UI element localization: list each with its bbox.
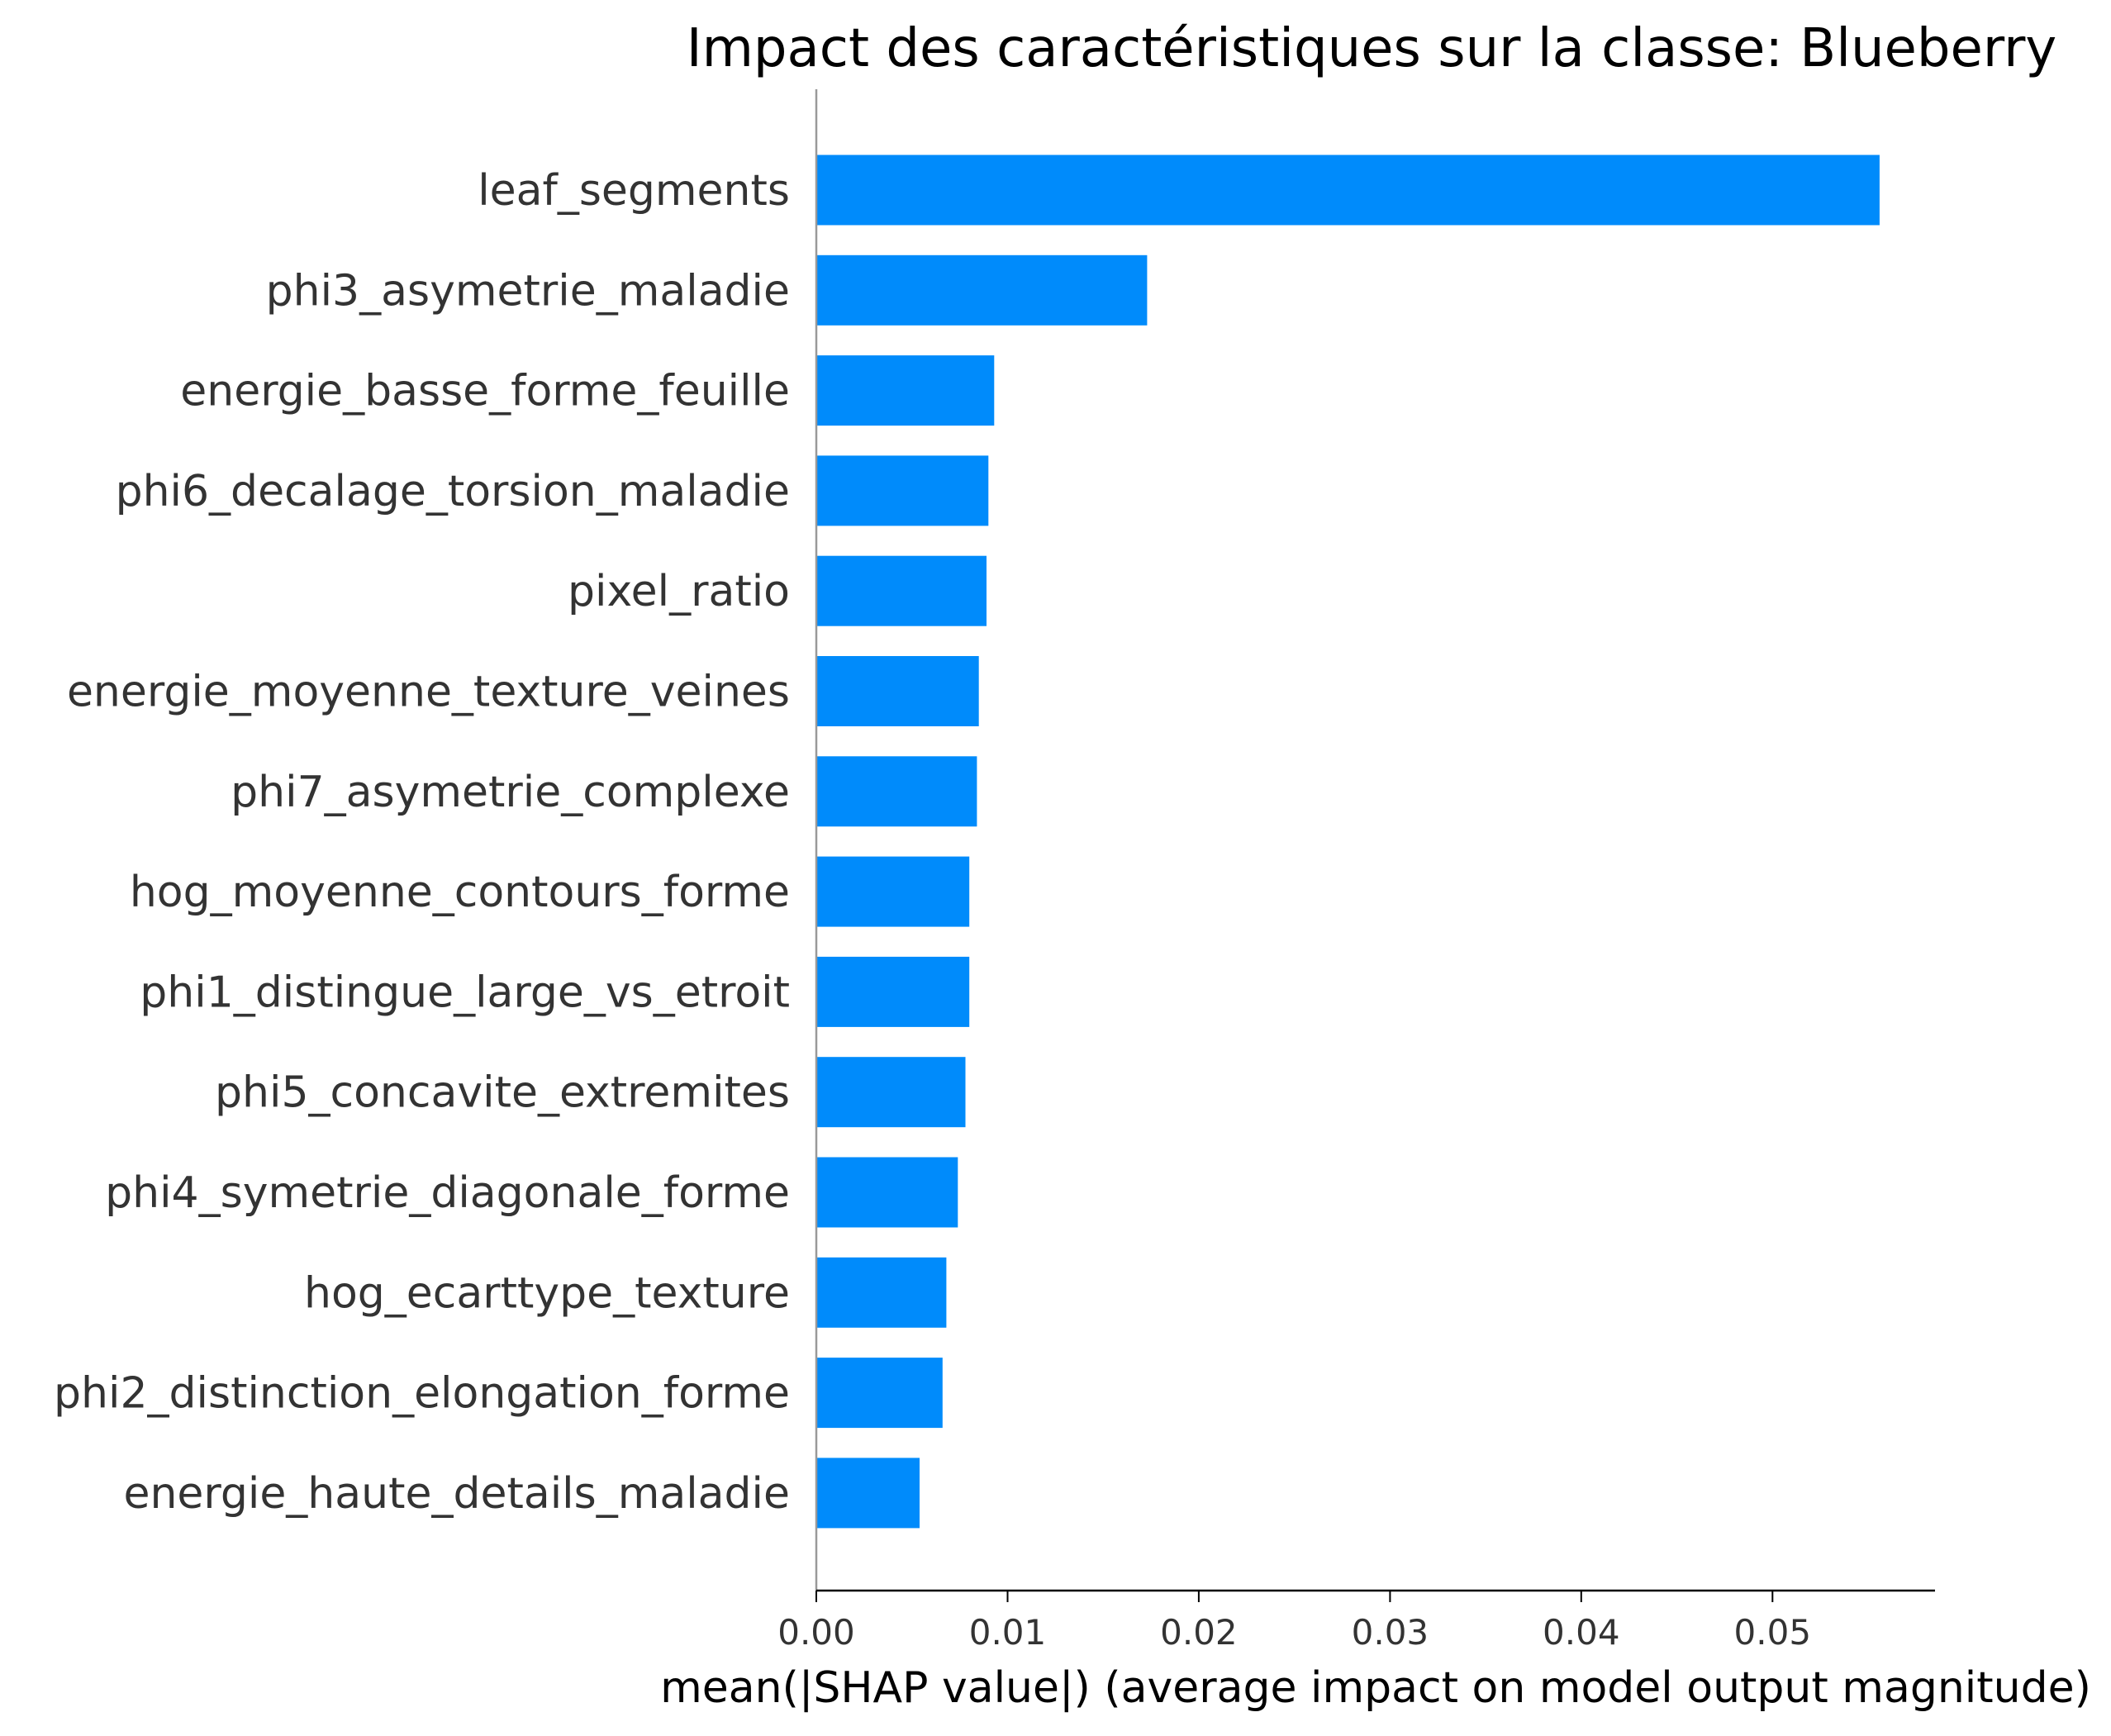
- bar-hog_ecarttype_texture: [816, 1257, 947, 1328]
- x-tick-label: 0.05: [1734, 1612, 1812, 1653]
- bar-energie_moyenne_texture_veines: [816, 656, 979, 726]
- feature-label-energie_moyenne_texture_veines: energie_moyenne_texture_veines: [67, 668, 790, 717]
- bar-phi3_asymetrie_maladie: [816, 254, 1148, 326]
- feature-label-phi3_asymetrie_maladie: phi3_asymetrie_maladie: [266, 266, 790, 316]
- feature-label-energie_haute_details_maladie: energie_haute_details_maladie: [123, 1469, 790, 1519]
- x-tick-label: 0.03: [1352, 1612, 1429, 1653]
- feature-label-energie_basse_forme_feuille: energie_basse_forme_feuille: [180, 367, 790, 416]
- feature-label-phi5_concavite_extremites: phi5_concavite_extremites: [215, 1068, 790, 1118]
- bar-phi5_concavite_extremites: [816, 1057, 966, 1128]
- bar-energie_basse_forme_feuille: [816, 355, 995, 426]
- feature-labels-group: leaf_segments phi3_asymetrie_maladieenerg…: [54, 166, 790, 1519]
- x-axis-ticks-group: 0.00 0.01 0.02 0.03 0.04 0.05: [777, 1591, 1811, 1653]
- x-tick-label: 0.04: [1543, 1612, 1620, 1653]
- x-tick-label: 0.02: [1160, 1612, 1238, 1653]
- bar-phi2_distinction_elongation_forme: [816, 1358, 943, 1429]
- feature-label-phi2_distinction_elongation_forme: phi2_distinction_elongation_forme: [54, 1369, 790, 1419]
- feature-label-phi7_asymetrie_complexe: phi7_asymetrie_complexe: [231, 768, 790, 817]
- bar-phi6_decalage_torsion_maladie: [816, 455, 989, 526]
- feature-label-leaf_segments: leaf_segments: [478, 166, 790, 216]
- x-tick-label: 0.00: [777, 1612, 855, 1653]
- bars-group: [816, 155, 1880, 1529]
- bar-phi7_asymetrie_complexe: [816, 756, 977, 827]
- feature-label-phi4_symetrie_diagonale_forme: phi4_symetrie_diagonale_forme: [105, 1168, 790, 1218]
- bar-pixel_ratio: [816, 555, 987, 626]
- feature-label-hog_moyenne_contours_forme: hog_moyenne_contours_forme: [130, 868, 790, 917]
- feature-label-phi6_decalage_torsion_maladie: phi6_decalage_torsion_maladie: [116, 467, 790, 516]
- bar-leaf_segments: [816, 155, 1880, 226]
- feature-label-phi1_distingue_large_vs_etroit: phi1_distingue_large_vs_etroit: [140, 968, 790, 1017]
- bar-phi4_symetrie_diagonale_forme: [816, 1157, 958, 1228]
- bar-energie_haute_details_maladie: [816, 1458, 920, 1529]
- bar-phi1_distingue_large_vs_etroit: [816, 956, 970, 1027]
- bar-hog_moyenne_contours_forme: [816, 856, 970, 927]
- feature-label-pixel_ratio: pixel_ratio: [568, 567, 790, 616]
- x-tick-label: 0.01: [969, 1612, 1047, 1653]
- chart-title: Impact des caractéristiques sur la class…: [687, 18, 2057, 79]
- x-axis-label: mean(|SHAP value|) (average impact on mo…: [660, 1663, 2091, 1713]
- feature-label-hog_ecarttype_texture: hog_ecarttype_texture: [304, 1268, 790, 1318]
